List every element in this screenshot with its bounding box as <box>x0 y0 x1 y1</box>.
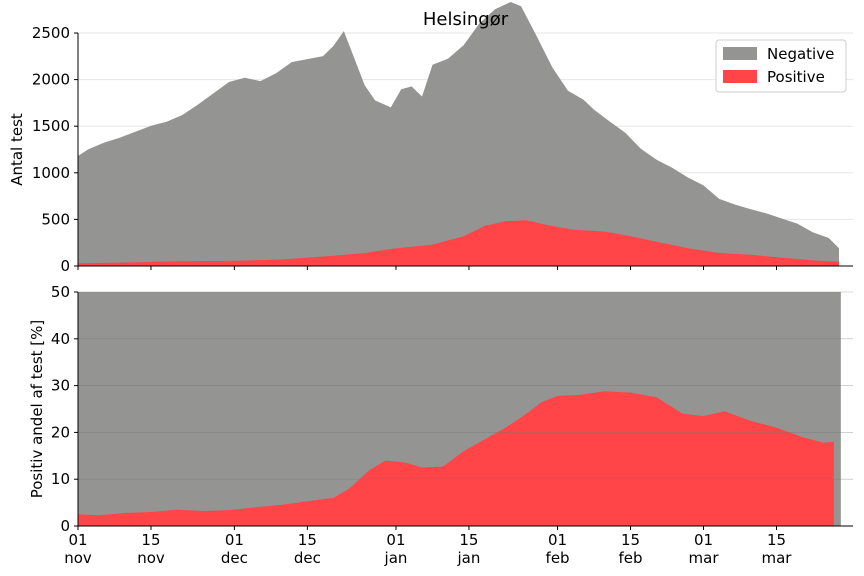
x-tick-day-label: 01 <box>548 531 567 549</box>
legend: Negative Positive <box>715 39 847 93</box>
x-tick-day-label: 15 <box>459 531 478 549</box>
bottom-y-tick-label: 40 <box>51 330 70 348</box>
bottom-y-tick-label: 20 <box>51 423 70 441</box>
x-tick-day-label: 01 <box>225 531 244 549</box>
bottom-series-areas <box>78 292 841 526</box>
x-tick-day-label: 15 <box>298 531 317 549</box>
x-tick-day-label: 01 <box>68 531 87 549</box>
bottom-y-tick-label: 0 <box>60 517 70 535</box>
x-tick-day-label: 15 <box>621 531 640 549</box>
top-y-tick-label: 0 <box>60 257 70 275</box>
top-y-tick-label: 2000 <box>32 71 70 89</box>
bottom-y-ticks: 0 10 20 30 40 50 <box>51 283 78 535</box>
x-tick-day-label: 15 <box>141 531 160 549</box>
x-tick-month-label: feb <box>546 549 570 567</box>
bottom-y-axis-label: Positiv andel af test [%] <box>28 320 46 499</box>
x-tick-day-label: 01 <box>694 531 713 549</box>
positive-area <box>78 220 839 266</box>
x-tick-day-label: 15 <box>767 531 786 549</box>
legend-label-positive: Positive <box>767 68 825 86</box>
bottom-y-tick-label: 30 <box>51 377 70 395</box>
top-y-tick-label: 500 <box>41 210 70 228</box>
legend-swatch-positive <box>723 70 757 83</box>
top-series-areas <box>78 2 839 266</box>
x-tick-month-label: mar <box>762 549 793 567</box>
x-tick-month-label: nov <box>64 549 92 567</box>
top-panel: 0 500 1000 1500 2000 2500 Helsingør Antal tes… <box>8 2 853 275</box>
x-tick-day-label: 01 <box>386 531 405 549</box>
positive-share-area <box>78 391 834 526</box>
top-y-tick-label: 1000 <box>32 164 70 182</box>
negative-area <box>78 2 839 266</box>
bottom-axes <box>77 292 853 527</box>
top-y-ticks: 0 500 1000 1500 2000 2500 <box>32 24 78 275</box>
x-tick-month-label: dec <box>294 549 321 567</box>
top-axes <box>77 33 853 267</box>
x-tick-month-label: nov <box>137 549 165 567</box>
bottom-x-ticks: 01nov15nov01dec15dec01jan15jan01feb15feb… <box>64 526 792 567</box>
bottom-y-tick-label: 10 <box>51 470 70 488</box>
bottom-y-tick-label: 50 <box>51 283 70 301</box>
top-y-axis-label: Antal test <box>8 113 26 186</box>
x-tick-month-label: jan <box>457 549 481 567</box>
x-tick-month-label: feb <box>619 549 643 567</box>
x-tick-month-label: dec <box>221 549 248 567</box>
top-y-tick-label: 1500 <box>32 117 70 135</box>
x-tick-month-label: mar <box>689 549 720 567</box>
legend-label-negative: Negative <box>767 45 834 63</box>
top-y-tick-label: 2500 <box>32 24 70 42</box>
top-x-ticks <box>77 266 777 270</box>
chart-title: Helsingør <box>423 9 509 30</box>
bottom-gridlines <box>78 291 853 527</box>
x-tick-month-label: jan <box>384 549 408 567</box>
legend-swatch-negative <box>723 47 757 60</box>
